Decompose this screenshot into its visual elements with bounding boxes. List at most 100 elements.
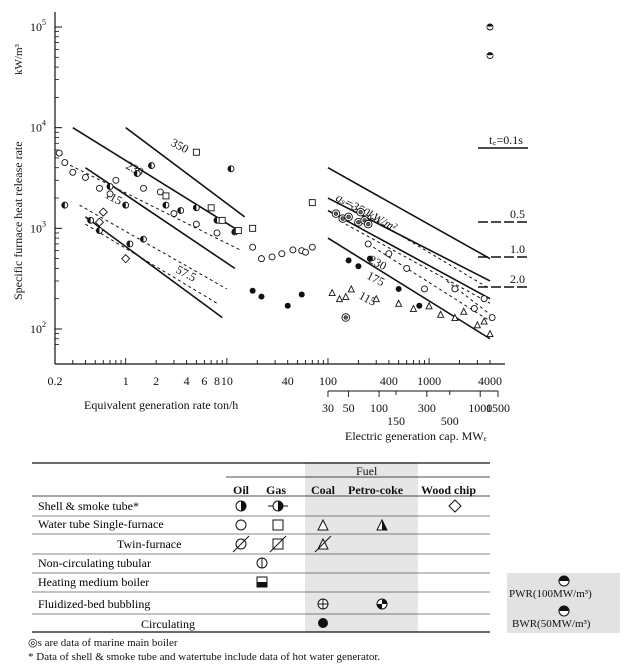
legend-row-label: Water tube Single-furnace [38, 517, 164, 531]
data-point [347, 284, 356, 293]
data-point [341, 313, 351, 322]
legend-table: Fuel Oil Gas Coal Petro-coke Wood chip S… [32, 462, 620, 633]
data-point [227, 165, 235, 173]
data-point [162, 201, 170, 209]
data-point [121, 254, 131, 264]
data-point [192, 204, 200, 212]
chart-axes [54, 12, 505, 365]
data-point [98, 207, 108, 217]
x-tick-label: 1 [123, 374, 129, 388]
y-axis-unit: kW/m³ [13, 44, 25, 75]
legend-col-oil: Oil [233, 483, 250, 497]
x2-tick-label: 30 [322, 401, 334, 415]
data-point [364, 240, 372, 248]
data-point [234, 227, 242, 235]
data-point [302, 248, 309, 256]
x-tick-label: 4000 [478, 374, 502, 388]
legend-symbol [317, 518, 329, 531]
x2-tick-label: 1000 [468, 401, 492, 415]
legend-row-label: Twin-furnace [117, 537, 181, 551]
data-point [177, 207, 185, 215]
data-point [486, 329, 494, 338]
legend-col-wood-chip: Wood chip [421, 483, 476, 497]
fit-line [327, 197, 491, 282]
legend-symbols [232, 499, 570, 628]
data-points [55, 23, 496, 338]
legend-symbol [269, 535, 287, 553]
data-point [249, 224, 257, 232]
legend-symbol [232, 535, 250, 553]
data-point [268, 253, 276, 261]
data-point [308, 199, 316, 207]
legend-symbol [318, 618, 328, 628]
data-point [133, 170, 141, 178]
data-point [112, 176, 120, 184]
data-point [409, 304, 418, 312]
x-tick-label: 10 [221, 374, 233, 388]
data-point [403, 264, 411, 272]
data-point [213, 229, 221, 237]
data-point [284, 302, 291, 309]
data-point [213, 216, 221, 224]
data-point [106, 190, 114, 198]
data-point [486, 23, 494, 31]
legend-bwr-label: BWR(50MW/m³) [512, 618, 591, 630]
data-point [126, 240, 134, 248]
legend-symbol [448, 499, 462, 513]
x-tick-label: 2 [153, 374, 159, 388]
fit-line [125, 127, 246, 218]
legend-symbol [272, 519, 284, 531]
data-point [486, 52, 494, 60]
legend-row-label: Circulating [141, 617, 195, 631]
data-point [436, 310, 445, 318]
x-axis-label: Equivalent generation rate ton/h [84, 398, 238, 412]
data-point [488, 314, 496, 321]
data-point [421, 285, 428, 293]
data-point [473, 320, 482, 329]
x2-axis-label: Electric generation cap. MWₑ [345, 429, 487, 443]
y-tick-label: 102 [30, 320, 46, 336]
data-point [69, 168, 77, 176]
data-point [278, 250, 286, 258]
data-point [298, 291, 305, 298]
data-point [87, 216, 95, 224]
x-tick-label: 4 [184, 374, 190, 388]
x2-tick-label: 100 [370, 401, 388, 415]
residence-label: 2.0 [510, 272, 525, 286]
data-point [372, 294, 380, 303]
y-ticks: 102 103 104 105 [30, 18, 62, 345]
x-ticks: 0.2 1 2 4 6 8 10 40 100 400 1000 4000 [48, 358, 502, 388]
data-point [218, 216, 226, 224]
x2-tick-label: 50 [343, 401, 355, 415]
data-point [480, 295, 488, 303]
y-axis-label: Specific furnace heat release rate [11, 141, 25, 300]
x-tick-label: 0.2 [48, 374, 63, 388]
data-point [356, 207, 365, 217]
data-point [344, 212, 353, 222]
legend-symbol [558, 575, 570, 587]
data-point [249, 243, 257, 251]
data-point [162, 192, 170, 200]
data-point [61, 159, 69, 167]
legend-col-gas: Gas [266, 483, 286, 497]
x2-tick-label: 300 [418, 401, 436, 415]
data-point [140, 184, 147, 192]
legend-symbol [268, 500, 288, 512]
fit-line [72, 126, 236, 230]
legend-symbol [376, 518, 388, 531]
note-hot-water: * Data of shell & smoke tube and watertu… [28, 651, 381, 663]
x-tick-label: 100 [319, 374, 337, 388]
data-point [308, 243, 316, 251]
legend-fuel-header: Fuel [356, 464, 378, 478]
data-point [192, 220, 200, 228]
legend-pwr-label: PWR(100MW/m³) [509, 588, 592, 600]
data-point [55, 149, 63, 157]
data-point [258, 293, 265, 300]
dashed-line [345, 202, 491, 290]
y-tick-label: 103 [30, 219, 46, 235]
data-point [366, 255, 373, 262]
data-point [451, 313, 459, 321]
data-point [140, 235, 147, 243]
fit-line [327, 209, 491, 300]
